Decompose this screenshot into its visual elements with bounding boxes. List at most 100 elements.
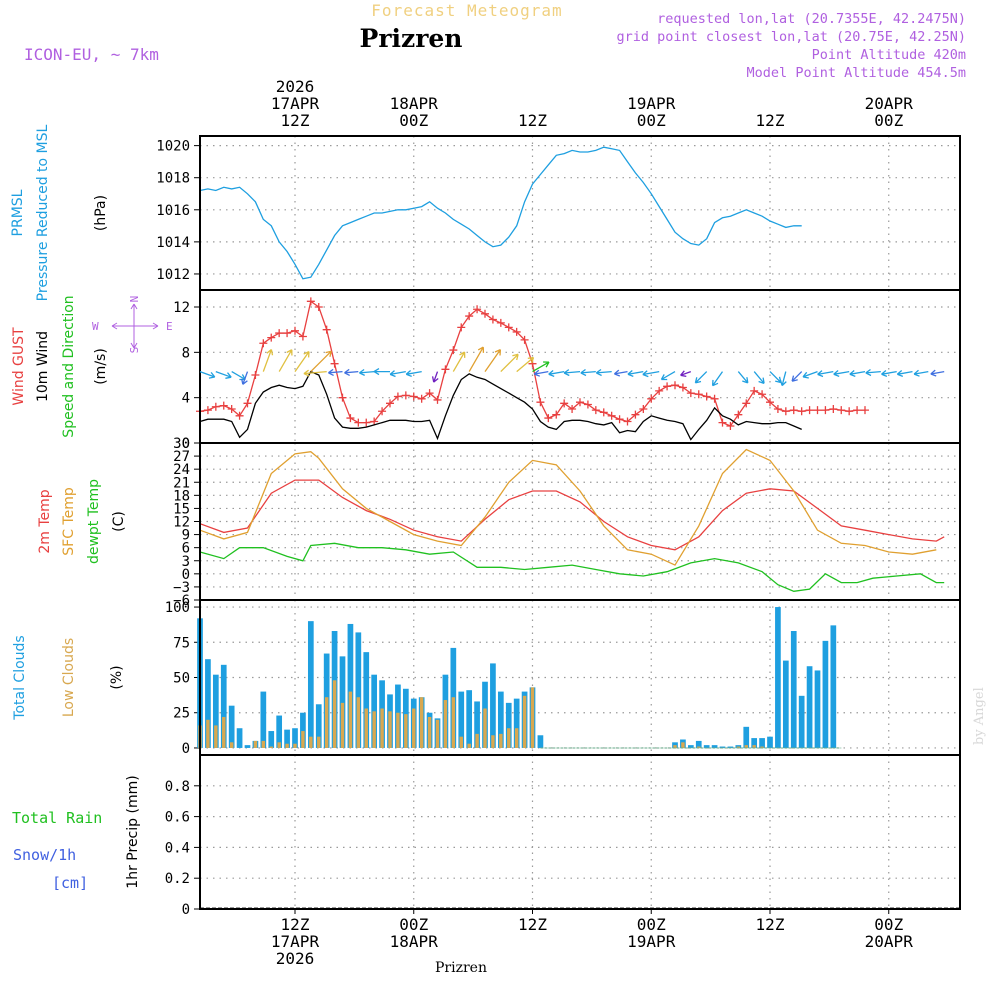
- gust-marker: [813, 406, 822, 415]
- gust-marker: [837, 406, 846, 415]
- gust-marker: [481, 309, 489, 318]
- low-cloud-bar: [697, 746, 701, 748]
- clouds-axis-label: Low Clouds: [61, 638, 77, 717]
- footer-location: Prizren: [435, 960, 487, 976]
- pressure-ytick-label: 1012: [156, 267, 190, 283]
- low-cloud-bar: [435, 719, 440, 748]
- top-time-label: 17APR: [271, 94, 320, 113]
- gust-marker: [219, 401, 228, 410]
- gust-marker: [433, 395, 442, 404]
- low-cloud-bar: [206, 719, 210, 748]
- gust-marker: [536, 398, 545, 407]
- top-time-label: 00Z: [874, 111, 903, 130]
- temp-ytick-label: 3: [182, 554, 190, 570]
- low-cloud-bar: [744, 745, 748, 748]
- wind-arrow: [896, 370, 913, 378]
- gust-marker: [845, 407, 854, 416]
- total-cloud-bar: [260, 691, 267, 748]
- gust-marker: [291, 326, 299, 335]
- bottom-time-label: 00Z: [874, 915, 903, 934]
- low-cloud-bar: [736, 746, 741, 748]
- gust-marker: [623, 417, 632, 426]
- location-title: Prizren: [360, 24, 463, 53]
- low-cloud-bar: [301, 731, 305, 748]
- gust-marker: [821, 406, 830, 415]
- gust-marker: [473, 305, 482, 314]
- clouds-ytick-label: 50: [173, 671, 190, 687]
- temp-ytick-label: 6: [182, 541, 190, 557]
- top-time-label: 2026: [276, 77, 315, 96]
- total-cloud-bar: [236, 728, 243, 748]
- gust-marker: [322, 325, 331, 334]
- low-cloud-bar: [356, 697, 361, 748]
- low-cloud-bar: [530, 687, 535, 748]
- gust-marker: [378, 407, 387, 416]
- top-time-label: 12Z: [281, 111, 310, 130]
- low-cloud-bar: [277, 742, 281, 748]
- wind-arrow: [849, 370, 866, 378]
- gust-marker: [568, 405, 577, 413]
- pressure-axis-label: (hPa): [93, 195, 109, 231]
- low-cloud-bar: [253, 740, 258, 748]
- gust-marker: [671, 381, 679, 390]
- precip-ytick-label: 0.8: [165, 779, 190, 795]
- gust-marker: [370, 417, 379, 426]
- low-cloud-bar: [309, 736, 313, 748]
- gust-marker: [678, 383, 687, 392]
- compass-e: E: [166, 320, 173, 333]
- wind-arrow: [711, 371, 724, 387]
- low-cloud-bar: [222, 716, 226, 748]
- total-cloud-bar: [212, 674, 219, 748]
- wind-ytick-label: 4: [182, 391, 190, 407]
- bottom-time-label: 00Z: [637, 915, 666, 934]
- total-cloud-bar: [822, 640, 829, 748]
- total-cloud-bar: [695, 740, 702, 748]
- bottom-time-label: 12Z: [281, 915, 310, 934]
- total-cloud-bar: [513, 698, 520, 748]
- wind-arrow: [817, 370, 834, 378]
- low-cloud-bar: [293, 743, 297, 748]
- wind-arrow: [262, 348, 274, 372]
- sfc-temp-line: [199, 448, 937, 566]
- low-cloud-bar: [522, 695, 527, 748]
- clouds-axis-label: Total Clouds: [12, 635, 28, 720]
- gust-marker: [203, 406, 212, 415]
- point-altitude: Point Altitude 420m: [812, 47, 966, 63]
- low-cloud-bar: [412, 708, 416, 748]
- gust-marker: [805, 406, 814, 415]
- total-cloud-bar: [806, 666, 813, 748]
- compass-rose: N S W E: [92, 296, 173, 354]
- gust-marker: [504, 323, 513, 332]
- gust-marker: [346, 414, 355, 423]
- gust-marker: [655, 386, 664, 395]
- total-cloud-bar: [458, 691, 465, 748]
- total-cloud-bar: [466, 690, 473, 748]
- top-time-label: 20APR: [865, 94, 914, 113]
- wind-arrow: [389, 370, 406, 378]
- wind-arrow: [431, 371, 439, 383]
- wind-arrow: [278, 349, 293, 372]
- bottom-time-label: 17APR: [271, 932, 320, 951]
- gust-marker: [441, 365, 450, 374]
- low-cloud-bar: [483, 708, 487, 748]
- total-cloud-bar: [347, 623, 354, 748]
- gust-marker: [742, 399, 751, 408]
- wind-arrow: [532, 361, 550, 373]
- gust-marker: [599, 408, 608, 417]
- gust-marker: [702, 392, 711, 401]
- total-cloud-bar: [292, 728, 298, 748]
- wind-arrow: [680, 370, 692, 378]
- gust-marker: [718, 418, 727, 427]
- low-cloud-bar: [332, 680, 337, 748]
- banner-title: Forecast Meteogram: [371, 1, 562, 20]
- model-label: ICON-EU, ~ 7km: [24, 45, 159, 64]
- gust-marker: [853, 406, 862, 415]
- gust-marker: [275, 329, 284, 338]
- low-cloud-bar: [451, 697, 456, 748]
- wind-arrow: [642, 370, 660, 378]
- total-cloud-bar: [220, 664, 227, 748]
- low-cloud-bar: [269, 746, 273, 748]
- precip-ytick-label: 0.6: [165, 810, 190, 826]
- gust-marker: [726, 422, 735, 430]
